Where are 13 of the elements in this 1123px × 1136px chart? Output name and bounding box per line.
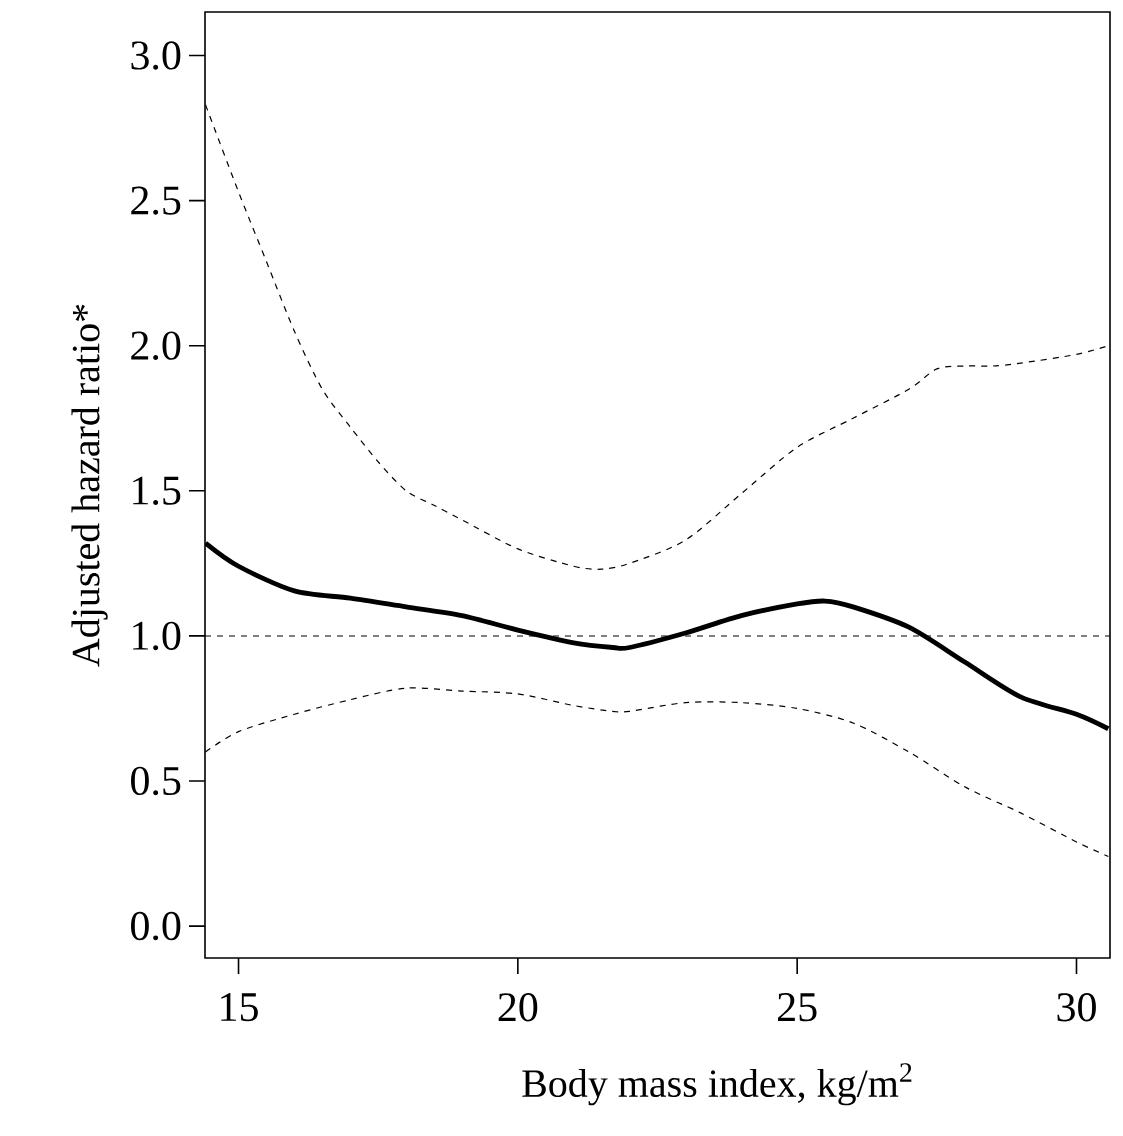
- y-tick-label: 2.0: [131, 331, 181, 360]
- y-tick-label: 0.0: [131, 911, 181, 941]
- x-tick-label: 30: [1057, 993, 1096, 1022]
- y-axis-title: Adjusted hazard ratio*: [71, 304, 108, 667]
- x-axis-title: Body mass index, kg/m$^{2}$: [522, 1063, 912, 1106]
- y-tick-label: 3.0: [131, 41, 181, 70]
- y-tick-label: 0.5: [131, 766, 181, 796]
- y-tick-label: 1.5: [133, 476, 181, 505]
- y-tick-label: 1.0: [133, 621, 181, 651]
- x-tick-label: 15: [221, 993, 258, 1022]
- x-tick-label: 25: [778, 993, 817, 1022]
- y-tick-label: 2.5: [131, 186, 181, 215]
- x-tick-label: 20: [498, 993, 538, 1022]
